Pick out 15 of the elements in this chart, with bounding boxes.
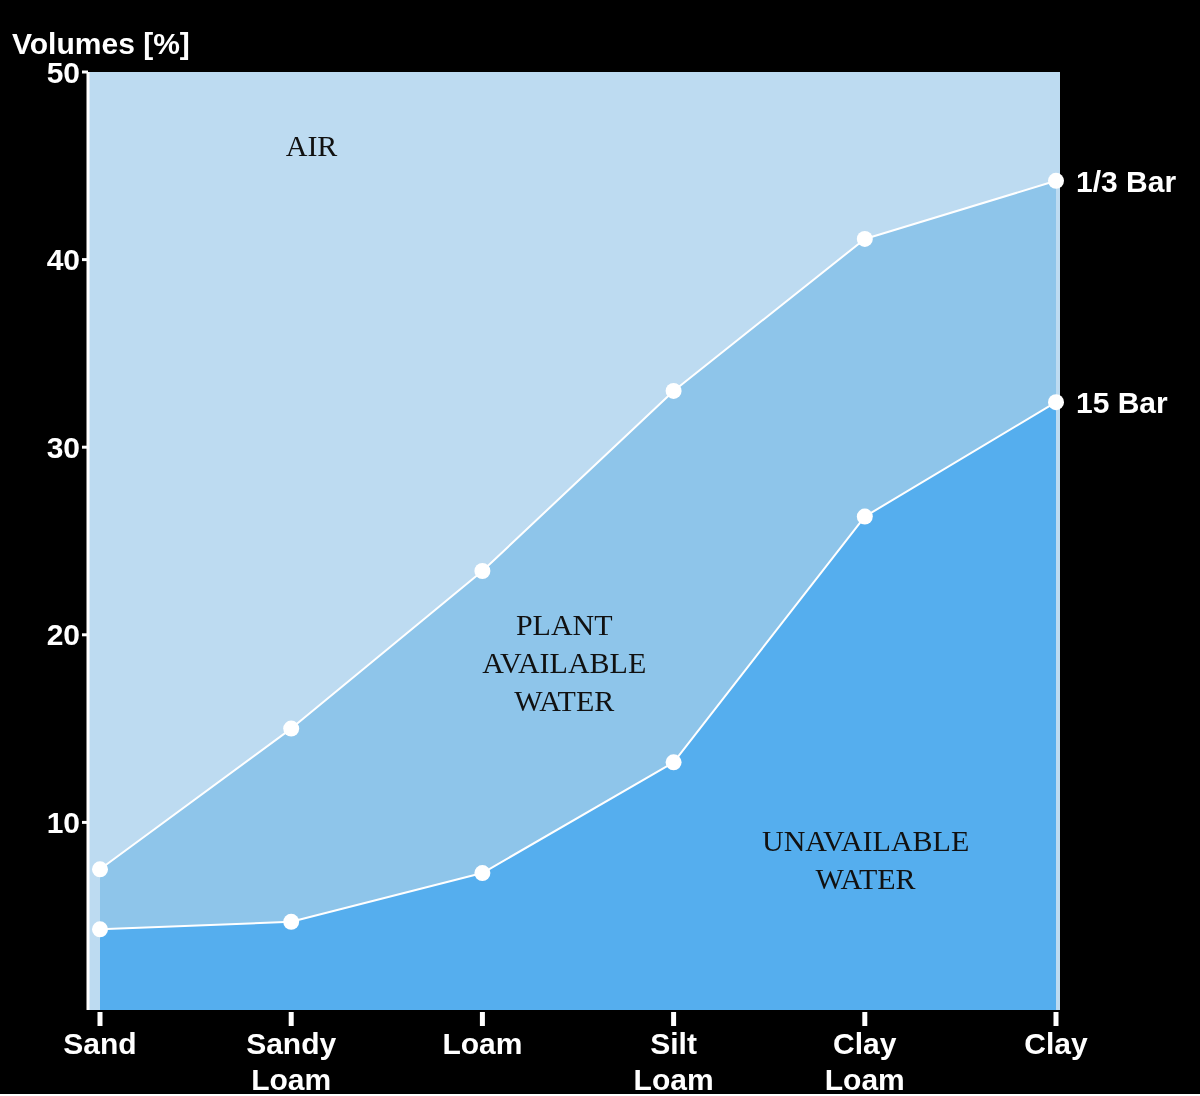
series-label: 15 Bar: [1076, 386, 1169, 420]
y-tick-label: 10: [46, 806, 80, 840]
y-tick-label: 20: [46, 618, 80, 652]
series-label: 1/3 Bar: [1076, 164, 1177, 198]
x-tick-label: Silt Loam: [633, 1027, 714, 1096]
annotation: UNAVAILABLE WATER: [761, 823, 970, 895]
x-tick-label: Loam: [442, 1027, 523, 1060]
annotation: AIR: [285, 129, 338, 163]
x-tick-label: Sand: [63, 1027, 137, 1060]
y-tick-label: 40: [46, 243, 80, 277]
y-tick-label: 30: [46, 430, 80, 464]
x-tick-label: Clay: [1024, 1027, 1088, 1060]
x-tick-label: Sandy Loam: [246, 1027, 337, 1096]
x-tick-label: Clay Loam: [824, 1027, 905, 1096]
annotation: PLANT AVAILABLE WATER: [482, 607, 647, 717]
